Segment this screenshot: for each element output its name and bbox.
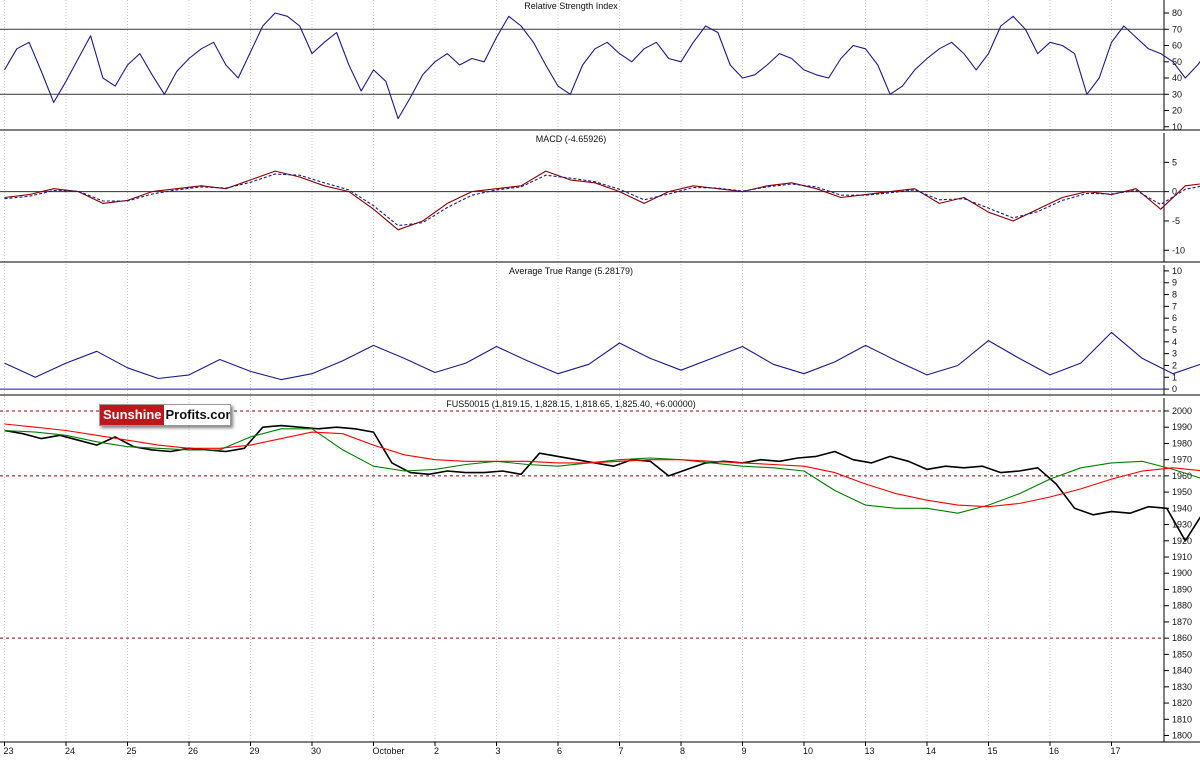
y-tick-label: 10: [1172, 266, 1182, 276]
x-tick-label: 7: [619, 746, 624, 756]
x-tick-label: 29: [250, 746, 260, 756]
x-tick-label: 9: [742, 746, 747, 756]
y-tick-label: 1830: [1172, 682, 1192, 692]
y-tick-label: 3: [1172, 349, 1177, 359]
panel-title: Average True Range (5.28179): [509, 266, 633, 276]
y-tick-label: 1820: [1172, 698, 1192, 708]
y-tick-label: 1810: [1172, 714, 1192, 724]
series-line: [5, 10, 1200, 119]
y-tick-label: 1980: [1172, 438, 1192, 448]
y-tick-label: 1920: [1172, 536, 1192, 546]
logo-part-a: Sunshine: [100, 405, 164, 425]
y-tick-label: 1850: [1172, 649, 1192, 659]
y-tick-label: 20: [1172, 106, 1182, 116]
y-tick-label: 1860: [1172, 633, 1192, 643]
y-tick-label: 4: [1172, 337, 1177, 347]
series-line-0: [5, 426, 1200, 622]
x-tick-label: 8: [680, 746, 685, 756]
y-tick-label: 5: [1172, 325, 1177, 335]
y-tick-label: 7: [1172, 301, 1177, 311]
x-tick-label: October: [373, 746, 405, 756]
y-tick-label: 9: [1172, 278, 1177, 288]
y-tick-label: 6: [1172, 313, 1177, 323]
x-tick-label: 23: [4, 746, 14, 756]
y-tick-label: -10: [1172, 245, 1185, 255]
x-tick-label: 26: [188, 746, 198, 756]
y-tick-label: 2: [1172, 360, 1177, 370]
y-tick-label: -5: [1172, 216, 1180, 226]
y-tick-label: 1910: [1172, 552, 1192, 562]
y-tick-label: 1940: [1172, 503, 1192, 513]
y-tick-label: 1930: [1172, 520, 1192, 530]
y-tick-label: 80: [1172, 8, 1182, 18]
y-tick-label: 30: [1172, 89, 1182, 99]
series-line-1: [5, 429, 1200, 674]
panel-title: MACD (-4.65926): [536, 134, 607, 144]
series-line-0: [5, 142, 1200, 245]
y-tick-label: 1900: [1172, 568, 1192, 578]
x-tick-label: 10: [803, 746, 813, 756]
panel-title: FUS50015 (1,819.15, 1,828.15, 1,818.65, …: [446, 399, 695, 409]
x-tick-label: 14: [926, 746, 936, 756]
x-tick-label: 24: [65, 746, 75, 756]
series-line-1: [5, 151, 1200, 238]
y-tick-label: 1840: [1172, 666, 1192, 676]
y-tick-label: 5: [1172, 157, 1177, 167]
series-line: [5, 273, 1200, 379]
x-tick-label: 6: [557, 746, 562, 756]
panel-title: Relative Strength Index: [524, 1, 618, 11]
x-tick-label: 3: [496, 746, 501, 756]
y-tick-label: 10: [1172, 122, 1182, 132]
y-tick-label: 1950: [1172, 487, 1192, 497]
y-tick-label: 1870: [1172, 617, 1192, 627]
x-tick-label: 17: [1111, 746, 1121, 756]
y-tick-label: 40: [1172, 73, 1182, 83]
y-tick-label: 1970: [1172, 455, 1192, 465]
y-tick-label: 1890: [1172, 584, 1192, 594]
x-tick-label: 25: [127, 746, 137, 756]
x-tick-label: 15: [988, 746, 998, 756]
y-tick-label: 1990: [1172, 422, 1192, 432]
y-tick-label: 60: [1172, 41, 1182, 51]
x-tick-label: 16: [1049, 746, 1059, 756]
logo-part-b: Profits.com: [164, 407, 231, 422]
y-tick-label: 8: [1172, 290, 1177, 300]
y-tick-label: 70: [1172, 24, 1182, 34]
x-tick-label: 13: [865, 746, 875, 756]
series-line-2: [5, 424, 1200, 656]
y-tick-label: 1880: [1172, 601, 1192, 611]
x-tick-label: 30: [311, 746, 321, 756]
x-tick-label: 2: [434, 746, 439, 756]
y-tick-label: 2000: [1172, 406, 1192, 416]
y-tick-label: 1800: [1172, 731, 1192, 741]
y-tick-label: 0: [1172, 384, 1177, 394]
